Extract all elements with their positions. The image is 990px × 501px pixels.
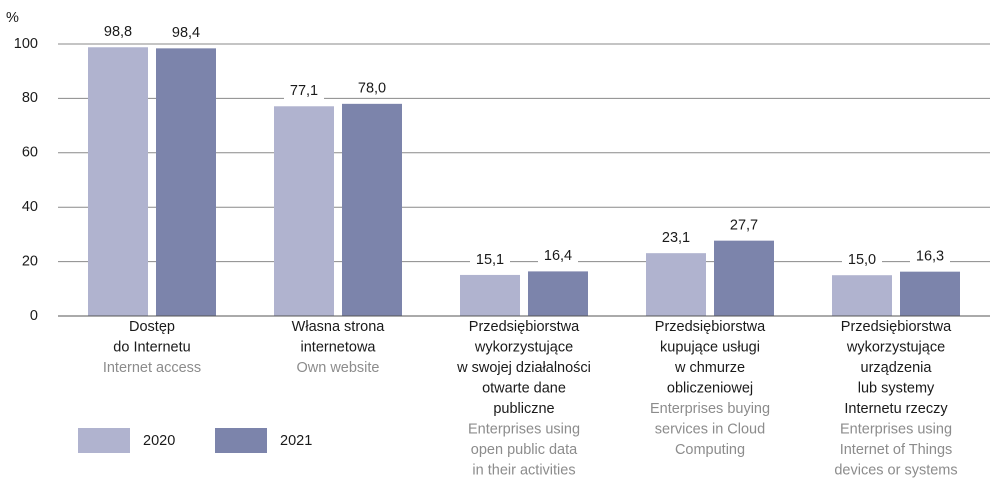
bar xyxy=(646,253,706,316)
bar xyxy=(832,275,892,316)
x-tick-label: publiczne xyxy=(493,401,554,417)
value-label: 27,7 xyxy=(730,217,758,233)
y-tick-label: 40 xyxy=(22,199,38,215)
x-tick-label-en: Internet of Things xyxy=(840,442,953,458)
y-tick-label: 0 xyxy=(30,308,38,324)
bar xyxy=(714,240,774,316)
x-tick-label: w swojej działalności xyxy=(456,360,591,376)
value-label: 16,4 xyxy=(544,248,572,264)
x-tick-label: urządzenia xyxy=(861,360,933,376)
x-tick-label-en: Enterprises buying xyxy=(650,401,770,417)
x-tick-label-en: open public data xyxy=(471,442,578,458)
legend-label: 2021 xyxy=(280,433,312,449)
value-label-bg xyxy=(98,22,138,41)
value-label: 23,1 xyxy=(662,230,690,246)
x-tick-label-en: in their activities xyxy=(472,462,575,478)
bar xyxy=(274,106,334,317)
x-tick-label-en: Enterprises using xyxy=(468,421,580,437)
bar xyxy=(88,47,148,316)
x-tick-label: Dostęp xyxy=(129,319,175,335)
legend-label: 2020 xyxy=(143,433,175,449)
x-tick-label-en: Computing xyxy=(675,442,745,458)
value-label: 16,3 xyxy=(916,248,944,264)
value-label-bg xyxy=(538,246,578,265)
x-tick-label: otwarte dane xyxy=(482,380,566,396)
value-label: 98,4 xyxy=(172,25,200,41)
x-tick-label: w chmurze xyxy=(674,360,745,376)
y-tick-label: 20 xyxy=(22,253,38,269)
x-tick-label: internetowa xyxy=(301,339,377,355)
value-label-bg xyxy=(842,250,882,269)
y-tick-label: 80 xyxy=(22,90,38,106)
value-label: 78,0 xyxy=(358,81,386,97)
value-label: 15,1 xyxy=(476,252,504,268)
value-label-bg xyxy=(724,215,764,234)
y-tick-label: 100 xyxy=(14,36,38,52)
x-tick-label: do Internetu xyxy=(113,339,190,355)
y-axis-label: % xyxy=(6,10,19,26)
legend-swatch xyxy=(78,428,130,453)
x-tick-label-en: Own website xyxy=(296,360,379,376)
x-tick-label: Internetu rzeczy xyxy=(844,401,948,417)
bar xyxy=(528,271,588,316)
bar xyxy=(342,103,402,316)
x-tick-label: Własna strona xyxy=(292,319,386,335)
value-label: 77,1 xyxy=(290,83,318,99)
value-label-bg xyxy=(166,23,206,42)
value-label-bg xyxy=(352,78,392,97)
x-tick-label: kupujące usługi xyxy=(660,339,760,355)
value-label-bg xyxy=(284,81,324,100)
value-label: 98,8 xyxy=(104,24,132,40)
x-tick-label: lub systemy xyxy=(858,380,935,396)
x-tick-label-en: Enterprises using xyxy=(840,421,952,437)
x-tick-label: wykorzystujące xyxy=(474,339,573,355)
bar xyxy=(156,48,216,317)
x-tick-label: Przedsiębiorstwa xyxy=(655,319,766,335)
bar xyxy=(460,274,520,316)
x-tick-label-en: Internet access xyxy=(103,360,201,376)
x-tick-label: Przedsiębiorstwa xyxy=(841,319,952,335)
y-tick-label: 60 xyxy=(22,145,38,161)
legend-swatch xyxy=(215,428,267,453)
x-tick-label-en: services in Cloud xyxy=(655,421,765,437)
value-label-bg xyxy=(910,246,950,265)
bar xyxy=(900,271,960,316)
value-label: 15,0 xyxy=(848,252,876,268)
value-label-bg xyxy=(656,228,696,247)
x-tick-label: obliczeniowej xyxy=(667,380,753,396)
x-tick-label: Przedsiębiorstwa xyxy=(469,319,580,335)
x-tick-label: wykorzystujące xyxy=(846,339,945,355)
value-label-bg xyxy=(470,249,510,268)
x-tick-label-en: devices or systems xyxy=(834,462,957,478)
